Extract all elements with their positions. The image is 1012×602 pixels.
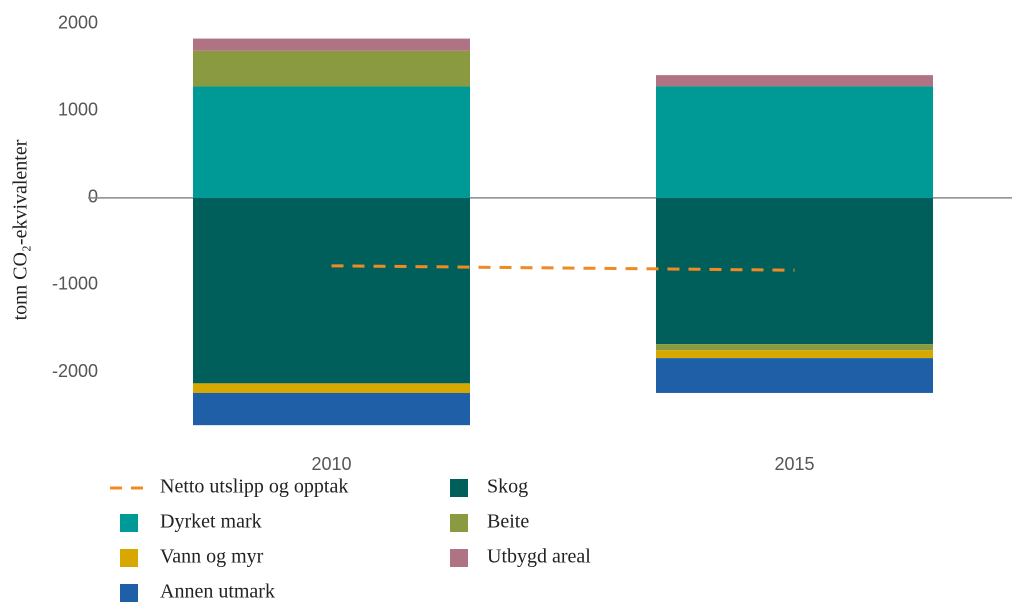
bar-segment bbox=[193, 197, 470, 384]
y-tick-label: 1000 bbox=[58, 100, 98, 120]
bar-segment bbox=[193, 50, 470, 87]
legend-label: Vann og myr bbox=[160, 546, 264, 568]
bar-segment bbox=[193, 38, 470, 51]
legend-label: Dyrket mark bbox=[160, 511, 262, 533]
bar-segment bbox=[656, 197, 933, 345]
bar-segment bbox=[193, 383, 470, 393]
y-tick-label: -2000 bbox=[52, 361, 98, 381]
legend-swatch bbox=[120, 549, 138, 567]
legend-label: Netto utslipp og opptak bbox=[160, 476, 348, 498]
bar-segment bbox=[656, 75, 933, 87]
legend-swatch bbox=[120, 584, 138, 602]
x-tick-label: 2010 bbox=[311, 454, 351, 474]
y-tick-label: -1000 bbox=[52, 274, 98, 294]
legend-label: Beite bbox=[487, 511, 529, 533]
legend-label: Skog bbox=[487, 476, 528, 498]
legend-label: Annen utmark bbox=[160, 581, 275, 602]
legend-swatch bbox=[450, 514, 468, 532]
legend-label: Utbygd areal bbox=[487, 546, 591, 568]
x-tick-label: 2015 bbox=[774, 454, 814, 474]
net-line bbox=[331, 264, 795, 272]
bar-segment bbox=[656, 344, 933, 351]
bar-segment bbox=[193, 86, 470, 198]
legend-swatch bbox=[450, 549, 468, 567]
bar-segment bbox=[193, 392, 470, 426]
y-axis-label: tonn CO₂-ekvivalenter bbox=[10, 139, 32, 320]
legend-swatch bbox=[450, 479, 468, 497]
bar-segment bbox=[656, 358, 933, 393]
y-tick-label: 2000 bbox=[58, 13, 98, 33]
bar-segment bbox=[656, 350, 933, 359]
y-tick-label: 0 bbox=[88, 187, 98, 207]
bar-segment bbox=[656, 86, 933, 198]
legend-swatch bbox=[120, 514, 138, 532]
